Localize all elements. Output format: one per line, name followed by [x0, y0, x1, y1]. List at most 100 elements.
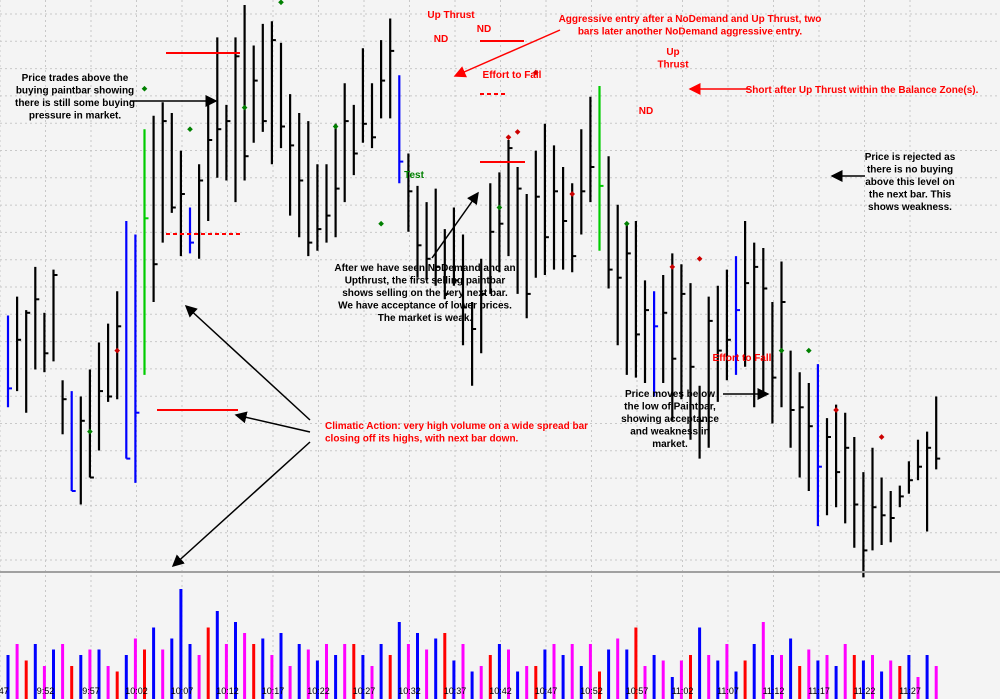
- price-bar: [261, 23, 267, 132]
- price-bar: [252, 45, 258, 143]
- price-bar: [307, 121, 313, 257]
- price-bar: [643, 280, 649, 383]
- annotation-aggressive-entry: Aggressive entry after a NoDemand and Up…: [559, 14, 822, 38]
- annotation-effort-to-fall-1: Effort to Fall: [483, 70, 542, 81]
- no-demand-dot: [514, 129, 521, 135]
- annotation-nd-2: ND: [434, 34, 448, 45]
- price-bar: [70, 391, 76, 492]
- price-bar: [97, 342, 103, 451]
- price-bar: [889, 491, 895, 543]
- price-bar: [134, 234, 140, 483]
- price-bar: [571, 183, 577, 273]
- annotation-below-paintbar: Price moves below the low of Paintbar, sho…: [621, 389, 719, 450]
- price-bar: [798, 372, 804, 478]
- price-bar: [743, 221, 750, 367]
- time-tick-label: 10:17: [262, 686, 285, 696]
- price-bar: [425, 202, 431, 281]
- price-bar: [552, 145, 558, 270]
- price-bar: [461, 234, 467, 346]
- time-tick-label: 11:27: [899, 686, 921, 696]
- price-bar: [434, 188, 440, 286]
- price-bar: [834, 404, 841, 508]
- price-bars: [6, 5, 941, 578]
- price-bar: [789, 350, 795, 448]
- price-bar: [880, 477, 886, 545]
- price-bar: [762, 248, 768, 397]
- price-bar: [243, 5, 249, 181]
- annotation-up-thrust-top: Up Thrust: [427, 10, 475, 21]
- price-bar: [161, 102, 167, 243]
- price-bar: [780, 261, 786, 408]
- time-axis: 9:47 9:52 9:57 10:02 10:07 10:12 10:17 10:22 10:…: [0, 686, 921, 696]
- price-bar: [753, 242, 759, 408]
- time-tick-label: 10:42: [489, 686, 512, 696]
- price-bar: [816, 364, 822, 527]
- time-tick-label: 10:57: [626, 686, 649, 696]
- test-dot: [141, 85, 148, 92]
- time-tick-label: 11:07: [717, 686, 739, 696]
- test-dot: [87, 428, 93, 435]
- price-bar: [389, 18, 395, 119]
- annotation-test: Test: [404, 170, 424, 181]
- price-bar: [771, 302, 777, 424]
- arrow-climatic-1: [184, 304, 311, 421]
- time-tick-label: 11:17: [808, 686, 830, 696]
- price-bar: [844, 412, 850, 524]
- price-bar: [634, 221, 640, 378]
- price-bar: [125, 221, 131, 460]
- price-bar: [188, 207, 194, 254]
- price-bar: [489, 183, 495, 294]
- price-bar: [507, 140, 513, 257]
- price-bar: [88, 369, 94, 479]
- price-bar: [935, 396, 941, 470]
- price-bar: [725, 269, 731, 381]
- price-bar: [116, 291, 122, 400]
- price-bar: [534, 150, 540, 278]
- price-bar: [398, 75, 404, 184]
- time-tick-label: 9:47: [0, 686, 9, 696]
- price-bar: [325, 164, 331, 243]
- time-tick-label: 10:22: [307, 686, 330, 696]
- price-bar: [516, 167, 522, 294]
- reference-lines: [157, 40, 525, 411]
- price-bar: [334, 123, 340, 238]
- price-bar: [616, 204, 622, 346]
- price-bar: [380, 40, 386, 119]
- no-demand-dot: [505, 134, 512, 141]
- price-bar: [671, 253, 677, 421]
- price-bar: [143, 129, 149, 375]
- price-bar: [862, 472, 868, 578]
- price-bar: [61, 380, 67, 435]
- price-bar: [34, 266, 40, 370]
- price-bar: [471, 302, 477, 386]
- price-bar: [807, 383, 813, 491]
- price-bar: [16, 296, 22, 392]
- time-tick-label: 10:37: [444, 686, 467, 696]
- price-bar: [561, 167, 568, 270]
- no-demand-dot: [696, 255, 703, 262]
- time-tick-label: 10:32: [398, 686, 421, 696]
- price-bar: [916, 439, 922, 481]
- time-tick-label: 10:07: [171, 686, 194, 696]
- arrow-aggressive-entry: [453, 29, 561, 78]
- price-bar: [589, 96, 595, 203]
- price-bar: [825, 418, 831, 516]
- price-bar: [871, 447, 877, 551]
- time-tick-label: 11:22: [854, 686, 876, 696]
- annotation-buying-pressure: Price trades above the buying paintbar sh…: [15, 73, 135, 122]
- time-tick-label: 10:12: [216, 686, 239, 696]
- price-bar: [79, 396, 85, 505]
- price-bar: [680, 264, 686, 400]
- price-bar: [361, 48, 367, 143]
- price-bar: [416, 185, 422, 278]
- annotation-nd-1: ND: [477, 24, 491, 35]
- price-bar: [270, 21, 276, 165]
- price-bar: [698, 385, 704, 459]
- price-bar: [234, 37, 240, 203]
- annotation-nd-right: ND: [639, 106, 653, 117]
- price-bar: [853, 437, 859, 548]
- time-tick-label: 9:52: [37, 686, 55, 696]
- no-demand-dot: [569, 191, 576, 197]
